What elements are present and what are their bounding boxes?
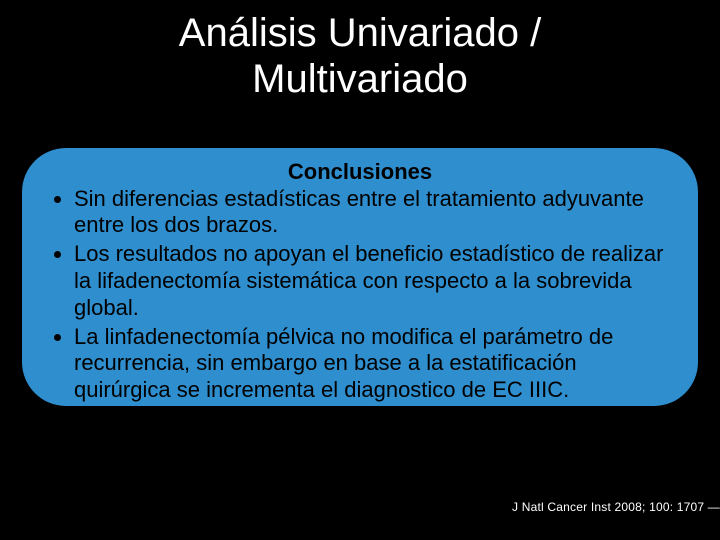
slide: Análisis Univariado / Multivariado Concl… bbox=[0, 0, 720, 540]
conclusions-list: Sin diferencias estadísticas entre el tr… bbox=[50, 186, 670, 405]
title-line-1: Análisis Univariado / bbox=[179, 11, 541, 55]
title-line-2: Multivariado bbox=[252, 57, 468, 101]
conclusions-callout: Conclusiones Sin diferencias estadística… bbox=[22, 148, 698, 406]
list-item: Los resultados no apoyan el beneficio es… bbox=[74, 241, 670, 321]
slide-title: Análisis Univariado / Multivariado bbox=[0, 0, 720, 102]
citation-text: J Natl Cancer Inst 2008; 100: 1707 — bbox=[512, 500, 720, 514]
list-item: La linfadenectomía pélvica no modifica e… bbox=[74, 324, 670, 404]
conclusions-heading: Conclusiones bbox=[50, 158, 670, 186]
list-item: Sin diferencias estadísticas entre el tr… bbox=[74, 186, 670, 240]
